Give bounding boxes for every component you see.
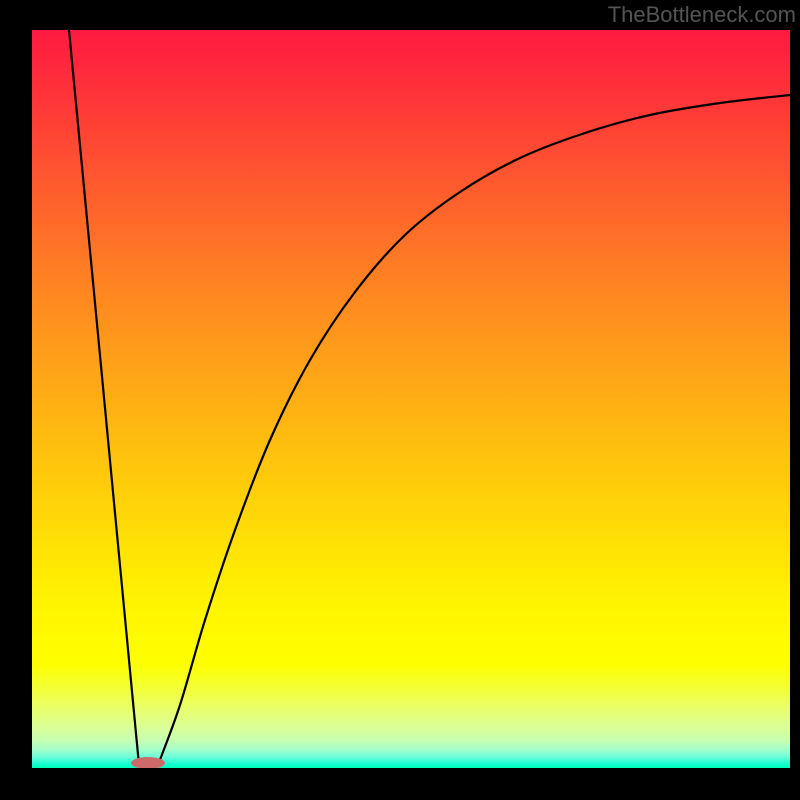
optimal-point-marker <box>131 757 165 769</box>
bottleneck-chart: TheBottleneck.com <box>0 0 800 800</box>
plot-background <box>32 30 790 768</box>
watermark-text: TheBottleneck.com <box>608 2 796 27</box>
